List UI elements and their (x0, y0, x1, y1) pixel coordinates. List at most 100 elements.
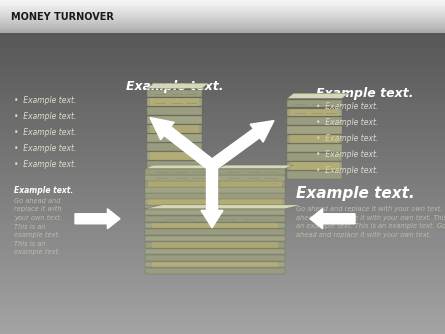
Text: •  Example text.: • Example text. (316, 102, 378, 111)
Bar (166, 212, 194, 213)
Bar (287, 171, 342, 179)
Bar (208, 219, 236, 220)
Text: Example text.: Example text. (316, 87, 413, 100)
Bar (227, 172, 241, 173)
Bar (150, 125, 199, 133)
Bar (325, 113, 336, 114)
Bar (145, 242, 285, 248)
Bar (208, 212, 236, 213)
Bar (152, 262, 278, 267)
FancyArrow shape (310, 209, 355, 229)
Polygon shape (145, 165, 221, 169)
Bar (145, 181, 213, 187)
Bar (145, 209, 285, 215)
FancyArrow shape (209, 121, 274, 170)
Bar (247, 178, 261, 179)
Bar (147, 116, 202, 124)
Bar (287, 153, 342, 161)
Text: •  Example text.: • Example text. (316, 166, 378, 175)
Text: Go ahead and
replace it with
your own text.
This is an
example text.
This is an
: Go ahead and replace it with your own te… (14, 198, 62, 256)
Bar (220, 181, 282, 187)
Bar (155, 103, 166, 104)
Bar (265, 178, 278, 179)
FancyArrow shape (201, 166, 223, 228)
Bar (287, 118, 342, 125)
Text: •  Example text.: • Example text. (14, 96, 77, 105)
Bar (145, 222, 285, 228)
Bar (287, 135, 342, 143)
Text: Example text.: Example text. (126, 80, 224, 94)
Bar (147, 108, 202, 115)
Bar (243, 212, 271, 213)
Text: •  Example text.: • Example text. (316, 150, 378, 159)
Bar (265, 172, 278, 173)
Bar (147, 99, 202, 106)
Bar (290, 109, 339, 116)
Bar (145, 187, 213, 193)
Text: •  Example text.: • Example text. (14, 112, 77, 121)
Bar (243, 219, 271, 220)
Bar (287, 126, 342, 134)
Bar (145, 216, 285, 222)
Bar (287, 144, 342, 152)
Bar (145, 262, 285, 267)
Bar (217, 199, 285, 205)
Bar (145, 268, 285, 274)
Bar (145, 255, 285, 261)
Bar (155, 172, 169, 173)
Bar (147, 134, 202, 142)
Bar (145, 235, 285, 241)
Bar (193, 172, 206, 173)
Bar (217, 169, 285, 175)
Bar (176, 178, 189, 179)
FancyArrow shape (75, 209, 120, 229)
Polygon shape (217, 165, 293, 169)
Text: •  Example text.: • Example text. (14, 160, 77, 169)
Bar (217, 175, 285, 181)
Bar (287, 162, 342, 170)
Bar (148, 199, 210, 205)
Bar (186, 103, 197, 104)
Bar (312, 113, 323, 114)
Bar (172, 94, 183, 95)
Text: Example text.: Example text. (296, 186, 415, 201)
Bar (152, 222, 278, 228)
Polygon shape (287, 93, 348, 99)
Bar (147, 125, 202, 133)
Bar (155, 178, 169, 179)
Bar (227, 178, 241, 179)
Bar (295, 104, 306, 105)
Bar (147, 90, 202, 98)
Bar (147, 152, 202, 160)
Bar (220, 199, 282, 205)
Bar (217, 181, 285, 187)
Bar (312, 104, 323, 105)
Bar (150, 152, 199, 160)
Bar (166, 219, 194, 220)
Text: •  Example text.: • Example text. (14, 144, 77, 153)
Bar (155, 94, 166, 95)
Text: MONEY TURNOVER: MONEY TURNOVER (11, 12, 114, 22)
Bar (145, 205, 213, 211)
Bar (217, 205, 285, 211)
Bar (290, 162, 339, 170)
Bar (172, 103, 183, 104)
Text: Go ahead and replace it with your own text. Go
ahead and replace it with your ow: Go ahead and replace it with your own te… (296, 206, 445, 238)
Bar (295, 113, 306, 114)
Bar (186, 94, 197, 95)
Bar (325, 104, 336, 105)
Bar (147, 143, 202, 151)
Bar (145, 169, 213, 175)
Text: •  Example text.: • Example text. (316, 118, 378, 127)
Text: •  Example text.: • Example text. (14, 128, 77, 137)
Bar (287, 109, 342, 116)
Bar (145, 248, 285, 255)
Polygon shape (147, 83, 209, 89)
Bar (217, 187, 285, 193)
Bar (145, 199, 213, 205)
Text: •  Example text.: • Example text. (316, 134, 378, 143)
Bar (145, 175, 213, 181)
Bar (148, 181, 210, 187)
FancyArrow shape (150, 118, 215, 170)
Bar (147, 161, 202, 169)
